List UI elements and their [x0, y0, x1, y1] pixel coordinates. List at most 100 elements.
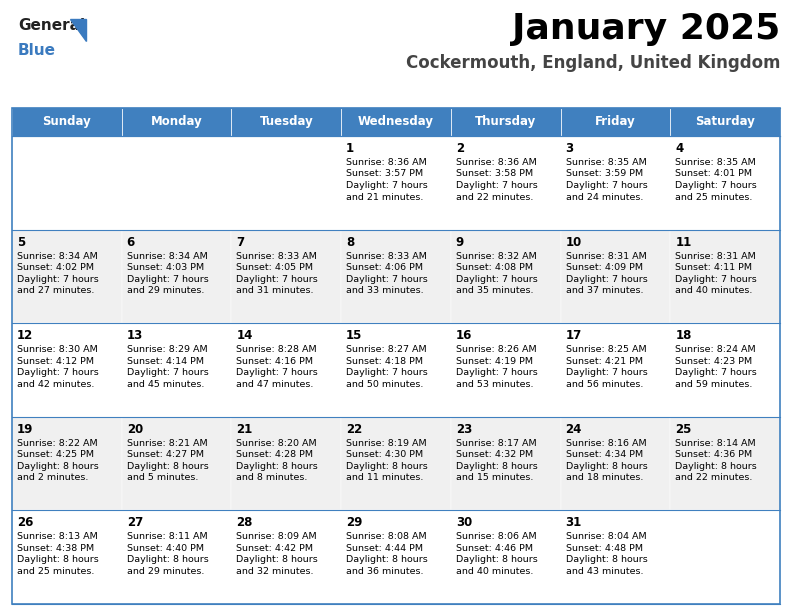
Text: and 11 minutes.: and 11 minutes. — [346, 473, 424, 482]
Bar — [122, 136, 231, 230]
Text: and 27 minutes.: and 27 minutes. — [17, 286, 94, 295]
Text: and 33 minutes.: and 33 minutes. — [346, 286, 424, 295]
Text: Daylight: 7 hours: Daylight: 7 hours — [565, 181, 647, 190]
Bar — [12, 323, 122, 417]
Text: Sunrise: 8:17 AM: Sunrise: 8:17 AM — [456, 439, 536, 448]
Text: Daylight: 7 hours: Daylight: 7 hours — [127, 275, 208, 283]
Bar — [341, 136, 451, 230]
Text: Daylight: 7 hours: Daylight: 7 hours — [456, 181, 538, 190]
Text: Sunrise: 8:11 AM: Sunrise: 8:11 AM — [127, 532, 208, 542]
Text: Monday: Monday — [150, 116, 203, 129]
Text: Daylight: 8 hours: Daylight: 8 hours — [565, 556, 647, 564]
Text: and 22 minutes.: and 22 minutes. — [676, 473, 752, 482]
Text: Sunrise: 8:33 AM: Sunrise: 8:33 AM — [346, 252, 427, 261]
Bar — [231, 323, 341, 417]
Text: and 43 minutes.: and 43 minutes. — [565, 567, 643, 576]
Text: 20: 20 — [127, 423, 143, 436]
Text: and 22 minutes.: and 22 minutes. — [456, 193, 533, 201]
Bar — [122, 417, 231, 510]
Bar — [561, 136, 670, 230]
Text: Daylight: 8 hours: Daylight: 8 hours — [346, 556, 428, 564]
Text: Sunset: 3:57 PM: Sunset: 3:57 PM — [346, 170, 423, 179]
Text: Sunset: 4:28 PM: Sunset: 4:28 PM — [237, 450, 314, 459]
Bar — [451, 136, 561, 230]
Text: Sunrise: 8:20 AM: Sunrise: 8:20 AM — [237, 439, 317, 448]
Text: January 2025: January 2025 — [512, 12, 780, 46]
Bar — [670, 230, 780, 323]
Text: Daylight: 7 hours: Daylight: 7 hours — [127, 368, 208, 377]
Text: Sunset: 4:08 PM: Sunset: 4:08 PM — [456, 263, 533, 272]
Text: Sunset: 4:25 PM: Sunset: 4:25 PM — [17, 450, 94, 459]
Text: Daylight: 7 hours: Daylight: 7 hours — [17, 275, 99, 283]
Text: and 29 minutes.: and 29 minutes. — [127, 567, 204, 576]
Text: 24: 24 — [565, 423, 582, 436]
Text: Daylight: 8 hours: Daylight: 8 hours — [237, 556, 318, 564]
Bar — [670, 510, 780, 604]
Text: and 59 minutes.: and 59 minutes. — [676, 379, 752, 389]
Text: Wednesday: Wednesday — [358, 116, 434, 129]
Text: General: General — [18, 18, 85, 33]
Bar — [231, 417, 341, 510]
Text: Sunrise: 8:24 AM: Sunrise: 8:24 AM — [676, 345, 756, 354]
Text: and 25 minutes.: and 25 minutes. — [17, 567, 94, 576]
Text: Sunrise: 8:09 AM: Sunrise: 8:09 AM — [237, 532, 317, 542]
Bar — [341, 230, 451, 323]
Text: and 56 minutes.: and 56 minutes. — [565, 379, 643, 389]
Text: Daylight: 7 hours: Daylight: 7 hours — [676, 275, 757, 283]
Text: Daylight: 8 hours: Daylight: 8 hours — [237, 462, 318, 471]
Text: Daylight: 8 hours: Daylight: 8 hours — [456, 462, 538, 471]
Text: Sunset: 4:44 PM: Sunset: 4:44 PM — [346, 544, 423, 553]
Text: 6: 6 — [127, 236, 135, 248]
Text: Sunset: 4:46 PM: Sunset: 4:46 PM — [456, 544, 533, 553]
Bar — [12, 417, 122, 510]
Text: Daylight: 7 hours: Daylight: 7 hours — [237, 275, 318, 283]
Text: and 53 minutes.: and 53 minutes. — [456, 379, 533, 389]
Text: Sunset: 4:18 PM: Sunset: 4:18 PM — [346, 357, 423, 366]
Text: 13: 13 — [127, 329, 143, 342]
Text: Thursday: Thursday — [475, 116, 536, 129]
Text: Sunset: 4:40 PM: Sunset: 4:40 PM — [127, 544, 204, 553]
Text: Daylight: 7 hours: Daylight: 7 hours — [346, 368, 428, 377]
Text: 14: 14 — [237, 329, 253, 342]
Text: Daylight: 8 hours: Daylight: 8 hours — [17, 556, 99, 564]
Bar — [451, 417, 561, 510]
Text: and 21 minutes.: and 21 minutes. — [346, 193, 424, 201]
Text: 17: 17 — [565, 329, 582, 342]
Text: Sunrise: 8:36 AM: Sunrise: 8:36 AM — [456, 158, 537, 167]
Text: Daylight: 7 hours: Daylight: 7 hours — [237, 368, 318, 377]
Text: Daylight: 7 hours: Daylight: 7 hours — [565, 275, 647, 283]
Bar — [451, 230, 561, 323]
Bar — [122, 108, 231, 136]
Text: Sunrise: 8:36 AM: Sunrise: 8:36 AM — [346, 158, 427, 167]
Text: Sunrise: 8:33 AM: Sunrise: 8:33 AM — [237, 252, 318, 261]
Text: 23: 23 — [456, 423, 472, 436]
Text: 27: 27 — [127, 517, 143, 529]
Text: Sunset: 4:23 PM: Sunset: 4:23 PM — [676, 357, 752, 366]
Text: Sunset: 4:42 PM: Sunset: 4:42 PM — [237, 544, 314, 553]
Text: and 42 minutes.: and 42 minutes. — [17, 379, 94, 389]
Text: 10: 10 — [565, 236, 582, 248]
Text: Sunset: 4:19 PM: Sunset: 4:19 PM — [456, 357, 533, 366]
Text: Sunset: 4:32 PM: Sunset: 4:32 PM — [456, 450, 533, 459]
Text: 21: 21 — [237, 423, 253, 436]
Text: Daylight: 8 hours: Daylight: 8 hours — [565, 462, 647, 471]
Bar — [561, 417, 670, 510]
Text: Sunrise: 8:31 AM: Sunrise: 8:31 AM — [565, 252, 646, 261]
Text: Sunrise: 8:35 AM: Sunrise: 8:35 AM — [565, 158, 646, 167]
Text: Sunrise: 8:31 AM: Sunrise: 8:31 AM — [676, 252, 756, 261]
Text: Daylight: 7 hours: Daylight: 7 hours — [456, 368, 538, 377]
Text: Daylight: 8 hours: Daylight: 8 hours — [346, 462, 428, 471]
Text: Sunrise: 8:19 AM: Sunrise: 8:19 AM — [346, 439, 427, 448]
Text: Daylight: 7 hours: Daylight: 7 hours — [565, 368, 647, 377]
Text: Sunset: 3:58 PM: Sunset: 3:58 PM — [456, 170, 533, 179]
Text: Sunrise: 8:34 AM: Sunrise: 8:34 AM — [127, 252, 208, 261]
Text: and 47 minutes.: and 47 minutes. — [237, 379, 314, 389]
Text: Cockermouth, England, United Kingdom: Cockermouth, England, United Kingdom — [406, 54, 780, 72]
Text: Sunset: 4:48 PM: Sunset: 4:48 PM — [565, 544, 642, 553]
Text: Daylight: 8 hours: Daylight: 8 hours — [127, 556, 208, 564]
Text: and 24 minutes.: and 24 minutes. — [565, 193, 643, 201]
Bar — [12, 108, 780, 604]
Bar — [670, 136, 780, 230]
Text: 31: 31 — [565, 517, 582, 529]
Text: Daylight: 7 hours: Daylight: 7 hours — [17, 368, 99, 377]
